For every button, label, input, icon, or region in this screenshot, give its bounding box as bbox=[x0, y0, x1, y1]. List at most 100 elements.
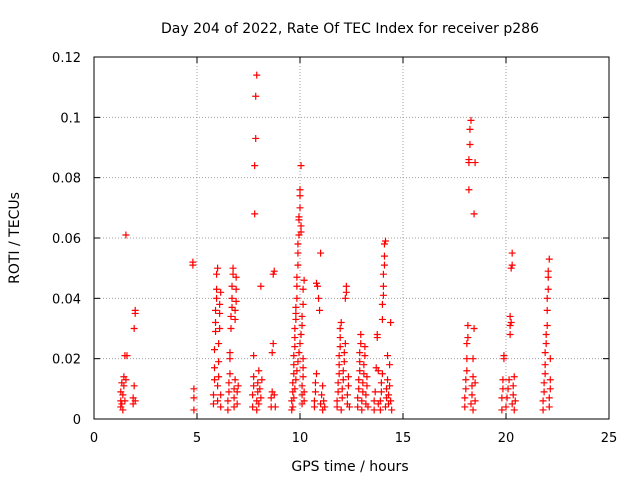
data-point bbox=[507, 318, 515, 326]
x-tick-label: 0 bbox=[90, 431, 98, 446]
data-point bbox=[227, 325, 235, 332]
data-point bbox=[270, 267, 278, 275]
data-point bbox=[378, 300, 386, 308]
x-tick-label: 10 bbox=[292, 431, 309, 446]
data-point bbox=[299, 373, 307, 381]
data-point bbox=[499, 376, 507, 384]
data-point bbox=[122, 231, 130, 239]
data-point bbox=[339, 376, 347, 384]
data-point bbox=[359, 379, 367, 387]
data-point bbox=[253, 71, 261, 79]
data-point bbox=[542, 331, 550, 339]
data-point bbox=[388, 406, 396, 414]
data-point bbox=[314, 282, 322, 290]
data-point bbox=[360, 361, 368, 369]
data-point bbox=[344, 382, 352, 390]
data-point bbox=[378, 370, 386, 378]
data-point bbox=[541, 370, 549, 378]
data-point bbox=[254, 379, 262, 387]
data-point bbox=[209, 391, 217, 399]
data-point bbox=[461, 403, 469, 411]
data-point bbox=[463, 340, 471, 348]
data-point bbox=[230, 394, 238, 402]
data-point bbox=[503, 394, 511, 402]
data-point bbox=[190, 406, 198, 414]
data-point bbox=[320, 397, 328, 405]
data-point bbox=[342, 282, 350, 290]
data-point bbox=[119, 406, 127, 414]
data-point bbox=[290, 394, 298, 402]
data-point bbox=[336, 325, 344, 332]
data-point bbox=[215, 373, 223, 381]
data-point bbox=[226, 349, 234, 357]
data-point bbox=[289, 379, 297, 387]
data-point bbox=[300, 397, 308, 405]
data-point bbox=[232, 285, 240, 293]
data-point bbox=[462, 385, 470, 393]
data-point bbox=[255, 400, 263, 408]
data-point bbox=[216, 309, 224, 317]
data-point bbox=[226, 370, 234, 378]
data-point bbox=[336, 334, 344, 342]
data-point bbox=[540, 388, 548, 396]
data-point bbox=[364, 403, 372, 411]
data-point bbox=[269, 270, 277, 278]
grid-lines bbox=[94, 57, 609, 419]
data-point bbox=[296, 192, 304, 200]
data-point bbox=[291, 325, 299, 332]
y-tick-label: 0.04 bbox=[52, 292, 81, 307]
data-point bbox=[300, 388, 308, 396]
data-point bbox=[539, 406, 547, 414]
x-axis-label: GPS time / hours bbox=[291, 459, 408, 475]
data-point bbox=[539, 397, 547, 405]
data-point bbox=[334, 379, 342, 387]
data-point bbox=[291, 334, 299, 342]
data-point bbox=[380, 240, 388, 248]
data-point bbox=[249, 391, 257, 399]
data-point bbox=[464, 321, 472, 329]
data-point bbox=[510, 406, 518, 414]
data-point bbox=[131, 397, 139, 405]
data-point bbox=[299, 300, 307, 308]
data-point bbox=[232, 297, 240, 305]
data-point bbox=[294, 358, 302, 366]
data-point bbox=[312, 279, 320, 287]
data-point bbox=[546, 385, 554, 393]
data-point bbox=[213, 270, 221, 278]
data-point bbox=[370, 406, 378, 414]
data-point bbox=[211, 346, 219, 354]
data-point bbox=[249, 403, 257, 411]
data-point bbox=[468, 382, 476, 390]
data-point bbox=[251, 210, 259, 218]
data-point bbox=[469, 406, 477, 414]
data-point bbox=[233, 400, 241, 408]
data-point bbox=[299, 285, 307, 293]
data-point bbox=[356, 358, 364, 366]
data-point bbox=[358, 406, 366, 414]
data-point bbox=[379, 282, 387, 290]
data-point bbox=[258, 376, 266, 384]
data-point bbox=[464, 334, 472, 342]
data-point bbox=[463, 355, 471, 363]
data-point bbox=[257, 394, 265, 402]
x-tick-label: 15 bbox=[395, 431, 412, 446]
data-point bbox=[130, 382, 138, 390]
data-point bbox=[209, 400, 217, 408]
data-point bbox=[312, 370, 320, 378]
data-point bbox=[131, 306, 139, 314]
y-tick-label: 0.02 bbox=[52, 353, 81, 368]
data-point bbox=[293, 273, 301, 281]
data-point bbox=[470, 210, 478, 218]
data-point bbox=[296, 340, 304, 348]
data-point bbox=[267, 394, 275, 402]
data-point bbox=[251, 162, 259, 170]
data-point bbox=[229, 270, 237, 278]
data-point bbox=[355, 376, 363, 384]
data-point bbox=[217, 391, 225, 399]
data-point bbox=[508, 249, 516, 257]
data-point bbox=[467, 400, 475, 408]
data-point bbox=[471, 379, 479, 387]
data-point bbox=[231, 376, 239, 384]
data-point bbox=[250, 352, 258, 360]
data-point bbox=[341, 340, 349, 348]
